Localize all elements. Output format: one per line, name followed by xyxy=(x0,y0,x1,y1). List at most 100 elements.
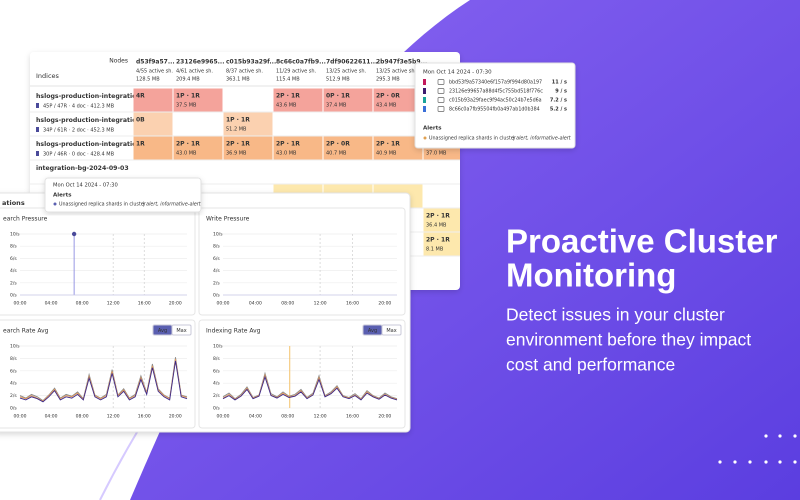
index-meta: 45P / 47R · 4 doc · 412.3 MB xyxy=(43,104,115,110)
shard-label: 2P · 0R xyxy=(376,93,400,100)
x-tick-label: 16:00 xyxy=(346,414,359,420)
column-shards: 13/25 active sh. xyxy=(376,69,417,75)
toggle-label[interactable]: Avg xyxy=(368,328,377,334)
shard-label: 0B xyxy=(136,117,145,124)
y-tick-label: 0/s xyxy=(213,406,220,412)
shard-cell xyxy=(133,136,173,160)
panel-title: Write Pressure xyxy=(206,216,250,223)
rate-line xyxy=(222,375,398,401)
column-size: 512.9 MB xyxy=(326,77,350,83)
node-swatch xyxy=(423,79,426,85)
x-tick-label: 20:00 xyxy=(378,414,391,420)
toggle-label[interactable]: Max xyxy=(386,328,396,334)
alert-tags: | alert, informative-alert xyxy=(143,202,202,208)
x-tick-label: 04:00 xyxy=(45,414,58,420)
y-tick-label: 6/s xyxy=(213,368,220,374)
column-id: 23126e9965... xyxy=(176,59,224,66)
index-meta: 34P / 61R · 2 doc · 452.3 MB xyxy=(43,128,115,134)
x-tick-label: 12:00 xyxy=(107,414,120,420)
shard-cell xyxy=(223,136,273,160)
x-tick-label: 20:00 xyxy=(378,301,391,307)
y-tick-label: 4/s xyxy=(213,268,220,274)
shard-cell xyxy=(373,88,423,112)
column-id: 2b947f3e5b9... xyxy=(376,59,427,66)
toggle-label[interactable]: Avg xyxy=(158,328,167,334)
index-name: hslogs-production-integration-s... xyxy=(36,141,154,148)
node-swatch xyxy=(423,97,426,103)
shard-cell xyxy=(423,232,460,256)
shard-cell xyxy=(133,112,173,136)
node-swatch xyxy=(423,88,426,94)
x-tick-label: 12:00 xyxy=(314,301,327,307)
index-icon xyxy=(36,151,39,156)
alert-dot xyxy=(53,202,57,206)
x-tick-label: 00:00 xyxy=(217,301,230,307)
toggle-button[interactable] xyxy=(381,324,402,336)
tooltip-time: Mon Oct 14 2024 - 07:30 xyxy=(423,70,492,76)
alert-text: Unassigned replica shards in cluster xyxy=(429,136,516,142)
chart-panel xyxy=(0,207,196,316)
shard-label: 1P · 1R xyxy=(226,117,250,124)
column-shards: 13/25 active sh. xyxy=(326,69,367,75)
panel-title: Indexing Rate Avg xyxy=(206,328,261,335)
shard-label: 2P · 1R xyxy=(376,141,400,148)
alert-dot xyxy=(423,136,427,140)
operations-card: ations earch Pressure 10/s 8/s 6/s 4/s 2/s 0/s 0… xyxy=(0,192,411,433)
y-tick-label: 10/s xyxy=(10,344,20,350)
decor-dots xyxy=(718,434,797,464)
x-tick-label: 04:00 xyxy=(249,301,262,307)
toggle-label[interactable]: Max xyxy=(176,328,186,334)
alert-text: Unassigned replica shards in cluster xyxy=(59,202,146,208)
corner-label: Indices xyxy=(36,72,60,80)
alerts-title: Alerts xyxy=(53,193,72,199)
x-tick-label: 20:00 xyxy=(169,414,182,420)
y-tick-label: 10/s xyxy=(213,232,223,238)
shard-cell xyxy=(323,136,373,160)
shard-label: 2P · 0R xyxy=(326,141,350,148)
alerts-title: Alerts xyxy=(423,126,442,132)
shard-label: 2P · 1R xyxy=(426,237,450,244)
tooltip-time: Mon Oct 14 2024 - 07:30 xyxy=(53,183,118,189)
y-tick-label: 6/s xyxy=(10,368,17,374)
x-tick-label: 00:00 xyxy=(217,414,230,420)
index-meta: 30P / 46R · 0 doc · 428.4 MB xyxy=(43,152,115,158)
y-tick-label: 0/s xyxy=(213,293,220,299)
node-rate: 5.2 / s xyxy=(550,107,567,113)
x-tick-label: 08:00 xyxy=(281,301,294,307)
y-tick-label: 2/s xyxy=(213,280,220,286)
hero-title: Proactive Cluster xyxy=(506,223,778,260)
shard-cell xyxy=(273,88,323,112)
shard-size: 37.5 MB xyxy=(176,103,197,109)
shard-label: 2P · 1R xyxy=(226,141,250,148)
x-tick-label: 16:00 xyxy=(138,414,151,420)
toggle-button[interactable] xyxy=(171,324,192,336)
column-size: 209.4 MB xyxy=(176,77,200,83)
node-rate: 11 / s xyxy=(552,80,567,86)
column-id: 8c66c0a7fb9... xyxy=(276,59,326,66)
shard-size: 37.4 MB xyxy=(326,103,347,109)
x-tick-label: 12:00 xyxy=(107,301,120,307)
table-body: Nodes Indices d53f9a57... 4/55 active sh. 12… xyxy=(30,58,460,257)
x-tick-label: 00:00 xyxy=(14,301,27,307)
hero-body: cost and performance xyxy=(506,355,675,375)
shard-cell xyxy=(223,112,273,136)
shard-size: 51.2 MB xyxy=(226,127,247,133)
x-tick-label: 08:00 xyxy=(281,414,294,420)
node-rate: 7.2 / s xyxy=(550,98,567,104)
shard-cell xyxy=(173,88,223,112)
index-icon xyxy=(36,103,39,108)
node-id: c015b93a29faec9f94ac50c24b7e5d6a xyxy=(449,98,542,104)
shard-label: 4R xyxy=(136,93,145,100)
shard-size: 36.4 MB xyxy=(426,223,447,229)
shard-cell xyxy=(133,88,173,112)
shard-size: 40.9 MB xyxy=(376,151,397,157)
column-id: c015b93a29f... xyxy=(226,59,276,66)
y-tick-label: 10/s xyxy=(213,344,223,350)
index-name: integration-bg-2024-09-03 xyxy=(36,165,129,172)
shard-size: 37.0 MB xyxy=(426,151,447,157)
shard-size: 43.4 MB xyxy=(376,103,397,109)
x-tick-label: 04:00 xyxy=(249,414,262,420)
x-tick-label: 08:00 xyxy=(76,414,89,420)
column-id: 7df90622611... xyxy=(326,59,377,66)
